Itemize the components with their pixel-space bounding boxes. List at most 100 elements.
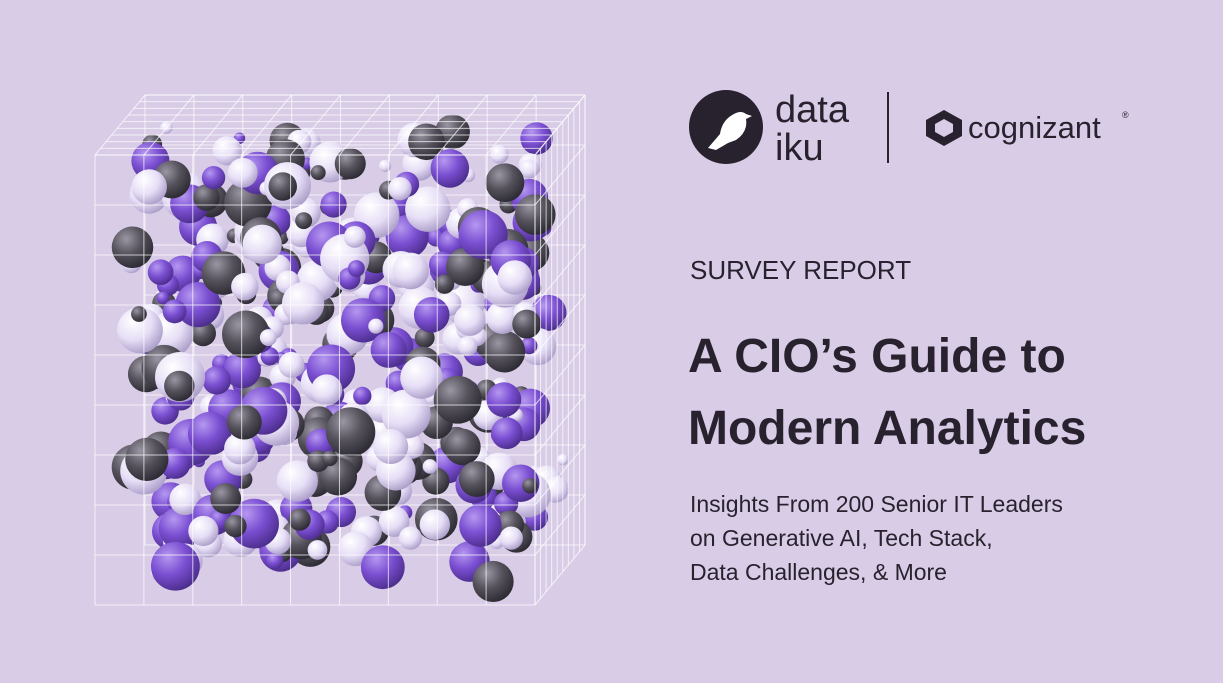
subtitle-line: Data Challenges, & More xyxy=(690,559,947,585)
eyebrow: SURVEY REPORT xyxy=(690,255,911,285)
sphere xyxy=(519,159,539,179)
sphere xyxy=(226,404,262,440)
sphere xyxy=(224,514,247,538)
sphere xyxy=(485,163,525,203)
sphere xyxy=(268,172,298,201)
sphere xyxy=(131,169,167,205)
sphere xyxy=(266,552,284,570)
sphere xyxy=(322,450,338,467)
sphere xyxy=(378,506,410,537)
cognizant-emblem xyxy=(926,110,962,146)
sphere xyxy=(405,186,451,232)
sphere xyxy=(483,330,526,373)
dataiku-logo: data iku xyxy=(689,89,850,169)
sphere xyxy=(188,515,219,547)
cognizant-word: cognizant xyxy=(968,110,1101,145)
grid-line xyxy=(534,94,586,156)
dataiku-word: data xyxy=(775,89,850,131)
sphere xyxy=(131,306,147,322)
subtitle-line: Insights From 200 Senior IT Leaders xyxy=(690,491,1063,517)
grid-line xyxy=(143,94,195,156)
sphere xyxy=(202,366,231,395)
sphere xyxy=(310,165,326,181)
grid-line xyxy=(485,94,537,156)
title-line: A CIO’s Guide to xyxy=(688,330,1066,383)
sphere xyxy=(392,252,430,290)
sphere xyxy=(368,318,384,334)
sphere xyxy=(457,336,478,357)
sphere xyxy=(499,526,523,550)
sphere xyxy=(413,296,450,333)
sphere xyxy=(164,370,195,402)
grid-line xyxy=(192,94,244,156)
sphere-cube-illustration xyxy=(94,94,586,606)
sphere xyxy=(485,301,519,334)
sphere xyxy=(125,437,169,481)
sphere xyxy=(318,457,358,496)
grid-line xyxy=(94,94,146,156)
sphere xyxy=(430,149,470,188)
sphere xyxy=(210,483,242,514)
sphere xyxy=(434,274,455,294)
sphere xyxy=(433,375,482,424)
sphere xyxy=(111,226,154,269)
sphere xyxy=(227,157,258,188)
sphere xyxy=(422,459,438,474)
sphere xyxy=(378,159,392,172)
grid-line xyxy=(241,94,293,156)
sphere xyxy=(288,508,311,531)
sphere xyxy=(162,299,187,324)
title-line: Modern Analytics xyxy=(688,402,1086,455)
sphere xyxy=(334,148,366,180)
sphere xyxy=(224,432,256,465)
sphere xyxy=(187,411,232,456)
sphere xyxy=(212,136,242,166)
grid-line xyxy=(534,344,586,406)
sphere xyxy=(520,122,553,155)
cognizant-logo: cognizant ® xyxy=(926,110,1129,146)
sphere xyxy=(388,177,412,201)
sphere xyxy=(193,184,220,211)
sphere xyxy=(242,224,282,265)
sphere xyxy=(156,291,170,305)
grid-line xyxy=(534,444,586,506)
sphere xyxy=(147,259,174,286)
sphere xyxy=(295,212,313,230)
sphere xyxy=(222,310,270,359)
sphere xyxy=(490,417,523,450)
sphere xyxy=(419,509,451,540)
sphere xyxy=(259,329,277,347)
sphere xyxy=(223,350,261,389)
sphere xyxy=(497,260,533,295)
sphere xyxy=(281,282,325,325)
sphere xyxy=(400,356,443,399)
sphere xyxy=(307,540,328,560)
sphere xyxy=(117,307,163,354)
grid-line xyxy=(387,94,439,156)
sphere xyxy=(398,526,423,550)
grid-line xyxy=(534,244,586,306)
dataiku-word: iku xyxy=(775,127,824,169)
sphere xyxy=(454,304,486,336)
sphere xyxy=(231,272,259,301)
sphere xyxy=(414,327,435,348)
grid-line xyxy=(534,194,586,256)
sphere xyxy=(276,460,318,502)
grid-line xyxy=(534,544,586,606)
registered-mark: ® xyxy=(1122,110,1129,120)
grid-line xyxy=(339,94,390,156)
sphere xyxy=(360,545,405,590)
sphere xyxy=(381,389,431,439)
sphere xyxy=(343,225,366,248)
grid-line xyxy=(436,94,488,156)
grid-line xyxy=(534,394,586,456)
bird-icon xyxy=(708,112,752,150)
sphere xyxy=(278,351,305,378)
sphere xyxy=(311,374,343,406)
sphere xyxy=(353,386,372,406)
sphere xyxy=(472,560,514,603)
grid-line xyxy=(534,144,586,206)
sphere xyxy=(444,428,481,466)
sphere xyxy=(260,347,279,366)
